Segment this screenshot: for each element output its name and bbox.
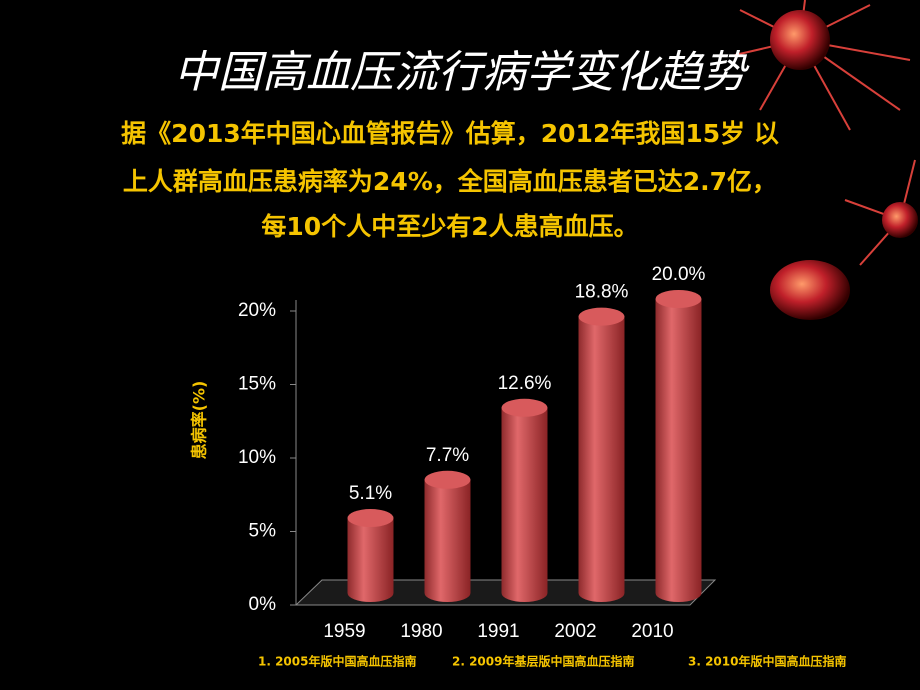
x-tick-label: 2002 xyxy=(554,621,596,642)
subtitle-line: 每10个人中至少有2人患高血压。 xyxy=(261,212,638,241)
value-label: 7.7% xyxy=(426,445,469,466)
x-tick-label: 1959 xyxy=(323,621,365,642)
footnote: 1. 2005年版中国高血压指南 xyxy=(258,654,417,669)
cylinder-top xyxy=(424,470,471,489)
cylinder-body xyxy=(655,299,702,603)
x-tick-label: 2010 xyxy=(631,621,673,642)
y-axis-label: 患病率(%) xyxy=(190,381,209,460)
cylinder-top xyxy=(501,398,548,417)
x-tick-label: 1980 xyxy=(400,621,442,642)
y-tick-label: 10% xyxy=(238,447,276,468)
y-tick-label: 15% xyxy=(238,374,276,395)
subtitle-line: 上人群高血压患病率为24%，全国高血压患者已达2.7亿， xyxy=(123,167,777,196)
value-label: 12.6% xyxy=(498,373,552,394)
subtitle-line: 据《2013年中国心血管报告》估算，2012年我国15岁 以 xyxy=(121,119,779,148)
cylinder-body xyxy=(424,479,471,603)
x-tick-label: 1991 xyxy=(477,621,519,642)
value-label: 5.1% xyxy=(349,483,392,504)
cylinder-top xyxy=(347,509,394,528)
value-label: 18.8% xyxy=(575,282,629,303)
cylinder-body xyxy=(578,316,625,603)
y-tick-label: 20% xyxy=(238,300,276,321)
cylinder-top xyxy=(655,290,702,308)
y-tick-label: 5% xyxy=(249,521,277,542)
footnote: 2. 2009年基层版中国高血压指南 xyxy=(452,654,635,669)
y-tick-label: 0% xyxy=(249,594,277,615)
cylinder-top xyxy=(578,307,625,326)
cylinder-body xyxy=(501,407,548,603)
footnote: 3. 2010年版中国高血压指南 xyxy=(688,654,847,669)
slide-title: 中国高血压流行病学变化趋势 xyxy=(174,47,750,98)
decoration xyxy=(734,0,918,320)
value-label: 20.0% xyxy=(652,264,706,285)
cylinder-body xyxy=(347,518,394,603)
